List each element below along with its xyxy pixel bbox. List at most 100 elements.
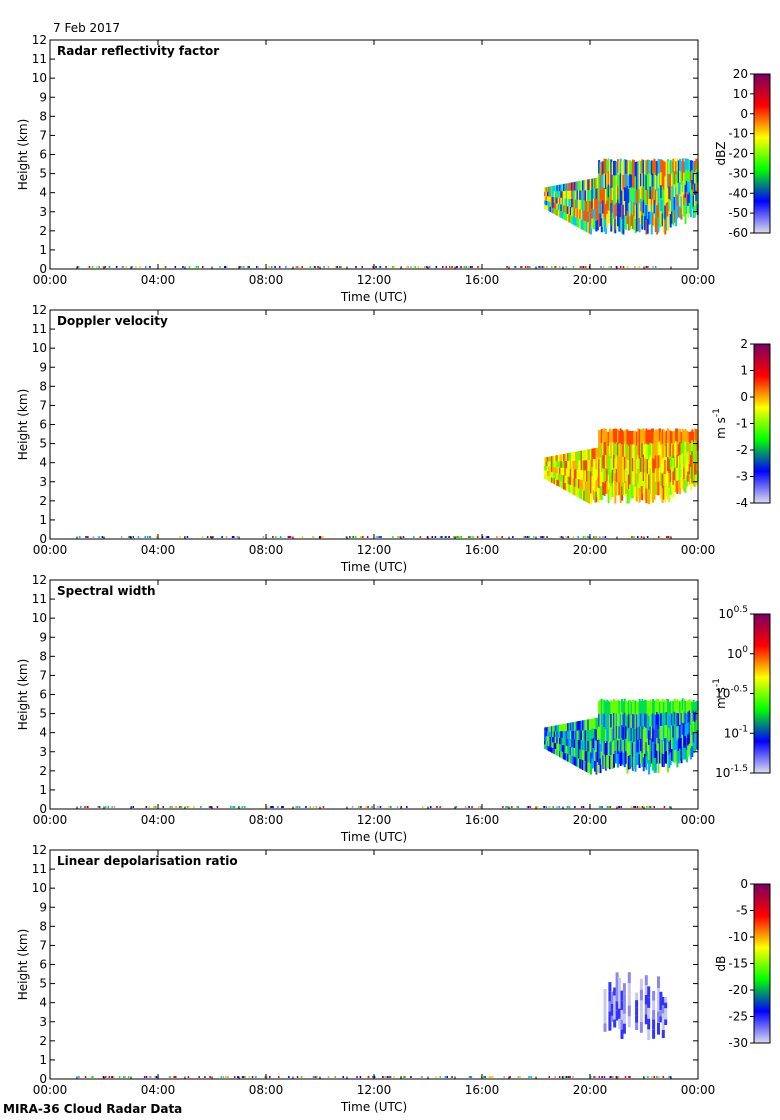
y-tick-label: 10 [32, 341, 47, 355]
y-tick-label: 1 [39, 243, 47, 257]
y-axis-label: Height (km) [16, 929, 30, 1000]
x-tick-label: 12:00 [357, 273, 392, 287]
panel-title: Radar reflectivity factor [57, 44, 219, 58]
y-tick-label: 1 [39, 783, 47, 797]
colorbar [753, 73, 771, 234]
colorbar-tick-label: -10 [728, 930, 748, 944]
y-tick-label: 7 [39, 398, 47, 412]
y-tick-label: 3 [39, 205, 47, 219]
colorbar [753, 343, 771, 504]
colorbar-tick-label: -4 [736, 496, 748, 510]
x-tick-label: 12:00 [357, 813, 392, 827]
panel-title: Linear depolarisation ratio [57, 854, 238, 868]
colorbar-tick-label: 100 [727, 645, 748, 661]
colorbar-tick-label: 10-1 [724, 724, 748, 740]
x-tick-label: 04:00 [141, 543, 176, 557]
colorbar-tick-label: 100.5 [718, 605, 748, 621]
plot-frame [49, 309, 699, 540]
date-label: 7 Feb 2017 [53, 21, 121, 35]
x-tick-label: 00:00 [681, 273, 716, 287]
y-tick-label: 11 [32, 862, 47, 876]
y-tick-label: 9 [39, 630, 47, 644]
y-tick-label: 10 [32, 611, 47, 625]
colorbar-tick-label: -5 [736, 904, 748, 918]
y-tick-label: 2 [39, 224, 47, 238]
colorbar-unit-label: m s-1 [712, 408, 728, 439]
x-axis-label: Time (UTC) [340, 290, 407, 304]
y-tick-label: 8 [39, 109, 47, 123]
x-tick-label: 20:00 [573, 1083, 608, 1097]
y-tick-label: 9 [39, 900, 47, 914]
y-tick-label: 5 [39, 167, 47, 181]
x-axis-label: Time (UTC) [340, 560, 407, 574]
y-tick-label: 8 [39, 919, 47, 933]
y-tick-label: 10 [32, 71, 47, 85]
x-tick-label: 16:00 [465, 1083, 500, 1097]
colorbar-tick-label: 1 [740, 364, 748, 378]
colorbar-tick-label: -1 [736, 417, 748, 431]
y-tick-label: 6 [39, 148, 47, 162]
footer-label: MIRA-36 Cloud Radar Data [3, 1102, 183, 1116]
x-tick-label: 00:00 [33, 543, 68, 557]
x-tick-label: 00:00 [33, 813, 68, 827]
y-axis-label: Height (km) [16, 119, 30, 190]
ground-clutter [78, 1076, 672, 1078]
y-tick-label: 0 [39, 532, 47, 546]
y-tick-label: 7 [39, 938, 47, 952]
y-tick-label: 10 [32, 881, 47, 895]
y-tick-label: 9 [39, 90, 47, 104]
echo-region [544, 158, 699, 235]
colorbar-tick-label: -25 [728, 1010, 748, 1024]
colorbar-tick-label: 0 [740, 107, 748, 121]
x-tick-label: 16:00 [465, 813, 500, 827]
y-tick-label: 3 [39, 475, 47, 489]
y-tick-label: 3 [39, 745, 47, 759]
colorbar-unit-label: dB [714, 956, 728, 972]
x-tick-label: 08:00 [249, 1083, 284, 1097]
y-tick-label: 12 [32, 573, 47, 587]
x-tick-label: 20:00 [573, 543, 608, 557]
colorbar-tick-label: -2 [736, 443, 748, 457]
y-tick-label: 2 [39, 1034, 47, 1048]
colorbar-tick-label: 2 [740, 337, 748, 351]
y-tick-label: 4 [39, 726, 47, 740]
y-tick-label: 1 [39, 513, 47, 527]
x-tick-label: 00:00 [33, 1083, 68, 1097]
y-tick-label: 5 [39, 977, 47, 991]
colorbar-tick-label: 20 [733, 67, 748, 81]
x-tick-label: 00:00 [681, 813, 716, 827]
y-tick-label: 7 [39, 128, 47, 142]
x-tick-label: 00:00 [681, 543, 716, 557]
colorbar-tick-label: -20 [728, 147, 748, 161]
y-tick-label: 4 [39, 996, 47, 1010]
y-tick-label: 3 [39, 1015, 47, 1029]
colorbar-unit-label: m s-1 [712, 678, 728, 709]
colorbar-tick-label: 10 [733, 87, 748, 101]
colorbar-tick-label: -40 [728, 186, 748, 200]
ground-clutter [80, 806, 671, 808]
x-tick-label: 16:00 [465, 543, 500, 557]
x-tick-label: 20:00 [573, 273, 608, 287]
colorbar-tick-label: -50 [728, 206, 748, 220]
colorbar [753, 613, 771, 774]
plot-frame [49, 849, 699, 1080]
colorbar-tick-label: -10 [728, 127, 748, 141]
ground-clutter [77, 266, 657, 268]
x-tick-label: 08:00 [249, 543, 284, 557]
x-tick-label: 12:00 [357, 1083, 392, 1097]
x-tick-label: 08:00 [249, 813, 284, 827]
x-tick-label: 04:00 [141, 813, 176, 827]
y-tick-label: 12 [32, 33, 47, 47]
y-tick-label: 6 [39, 688, 47, 702]
panel-title: Doppler velocity [57, 314, 168, 328]
x-tick-label: 00:00 [681, 1083, 716, 1097]
x-axis-label: Time (UTC) [340, 830, 407, 844]
y-tick-label: 6 [39, 958, 47, 972]
y-tick-label: 7 [39, 668, 47, 682]
colorbar-tick-label: -60 [728, 226, 748, 240]
y-tick-label: 11 [32, 592, 47, 606]
echo-region [603, 972, 668, 1041]
y-tick-label: 5 [39, 707, 47, 721]
colorbar-tick-label: -20 [728, 983, 748, 997]
